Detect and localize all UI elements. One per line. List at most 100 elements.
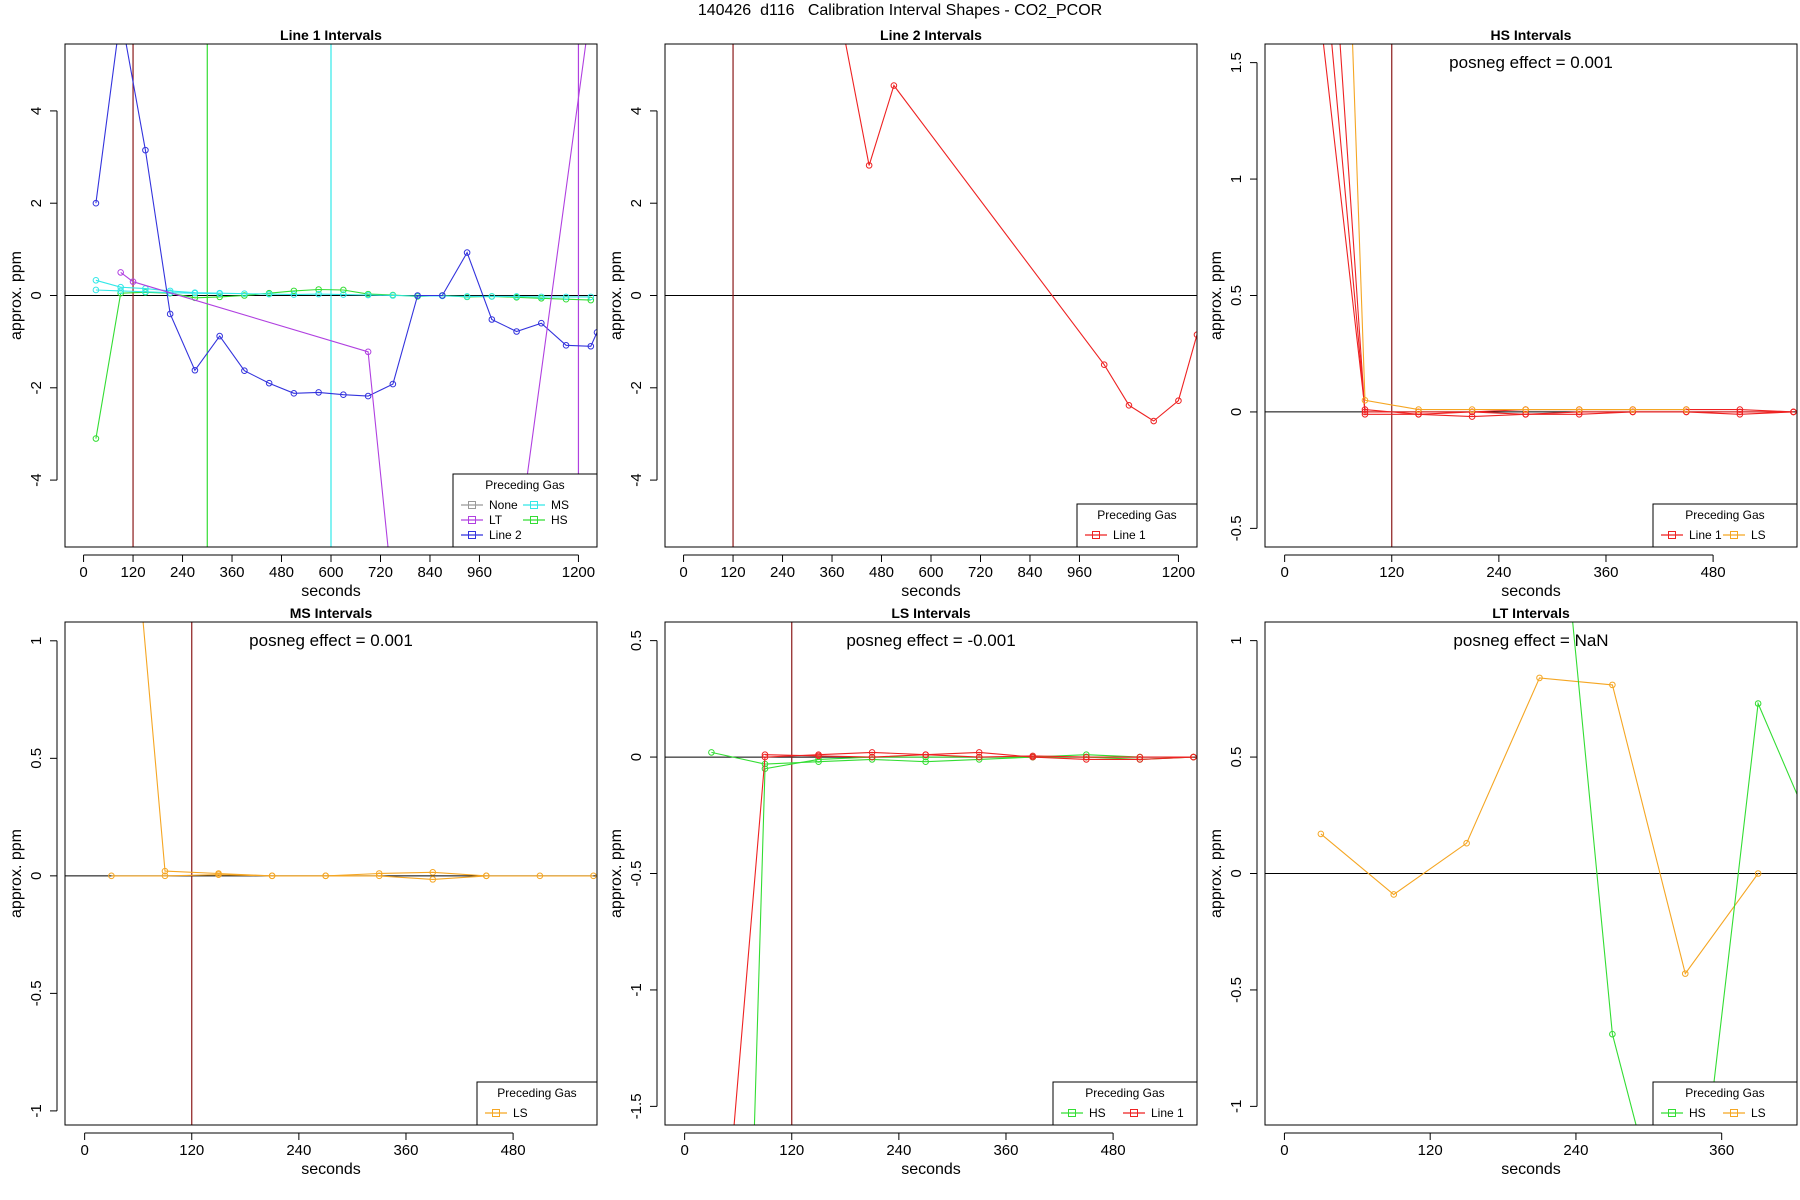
x-tick-label: 480 <box>869 564 894 581</box>
data-point <box>868 749 876 756</box>
legend-entry-label: LS <box>513 1106 528 1120</box>
x-tick-label: 960 <box>1067 564 1092 581</box>
data-point <box>1361 410 1369 418</box>
legend-swatch-box <box>1068 1109 1076 1117</box>
data-point <box>92 199 100 207</box>
data-point <box>1609 1030 1616 1038</box>
legend-entry-label: LS <box>1751 1106 1766 1120</box>
data-point <box>1790 408 1797 416</box>
legend-entry-label: Line 1 <box>1151 1106 1184 1120</box>
data-point <box>922 751 929 759</box>
series-line <box>142 622 487 877</box>
y-tick-label: -2 <box>28 381 45 394</box>
data-point <box>92 286 100 294</box>
data-point <box>1754 870 1762 877</box>
panel-title: HS Intervals <box>1491 27 1572 43</box>
legend-swatch-box <box>468 531 476 539</box>
data-point <box>1683 406 1690 413</box>
data-point <box>340 291 347 298</box>
data-point <box>315 389 322 396</box>
data-point <box>513 293 520 300</box>
data-point <box>265 379 273 387</box>
data-point <box>1681 970 1689 977</box>
data-point <box>290 390 298 397</box>
legend-box <box>1076 503 1198 548</box>
data-point <box>241 292 248 299</box>
series-line <box>1320 677 1759 975</box>
data-point <box>364 291 372 299</box>
x-tick-label: 0 <box>79 564 87 581</box>
plot-frame <box>1264 43 1798 548</box>
data-point <box>1150 417 1157 425</box>
y-tick-label: 0.5 <box>628 630 645 651</box>
y-tick-label: -1.5 <box>628 1093 645 1119</box>
x-tick-label: 240 <box>1486 564 1511 581</box>
plot-area <box>65 34 597 547</box>
plot-frame <box>64 43 598 548</box>
data-point <box>92 435 100 442</box>
y-tick-label: 0 <box>1228 869 1245 877</box>
data-point <box>215 871 222 878</box>
y-axis-label: approx. ppm <box>8 251 25 340</box>
data-point <box>191 366 199 374</box>
y-tick-label: -1 <box>628 983 645 996</box>
legend-swatch-box <box>1668 531 1676 539</box>
y-tick-label: 0 <box>628 753 645 761</box>
y-tick-label: 0 <box>28 872 45 880</box>
data-point <box>975 753 983 761</box>
series-line <box>95 279 591 298</box>
x-tick-label: 720 <box>968 564 993 581</box>
series-line <box>733 751 1194 1125</box>
series-line <box>1352 44 1687 411</box>
data-point <box>584 34 590 40</box>
data-point <box>161 872 169 880</box>
plot-area <box>1265 13 1797 547</box>
data-point <box>1390 891 1398 898</box>
plot-area <box>665 44 1197 547</box>
legend-swatch-box <box>1730 531 1738 539</box>
data-point <box>1326 13 1332 19</box>
x-axis-label: seconds <box>301 583 361 600</box>
legend-swatch-box <box>530 501 538 509</box>
data-point <box>241 367 248 375</box>
x-axis-label: seconds <box>301 1161 361 1178</box>
data-point <box>1125 402 1133 409</box>
data-point <box>587 296 595 304</box>
plot-area <box>665 622 1197 1133</box>
legend-entry-label: Line 2 <box>489 528 522 542</box>
legend: Preceding Gas Line 1 <box>1076 503 1198 548</box>
x-tick-label: 360 <box>993 1142 1018 1159</box>
data-point <box>538 293 545 301</box>
x-tick-label: 960 <box>467 564 492 581</box>
legend-entry-label: None <box>489 498 518 512</box>
x-tick-label: 0 <box>679 564 687 581</box>
legend: Preceding Gas HS LS <box>1652 1081 1798 1126</box>
data-point <box>562 342 570 349</box>
y-tick-label: 1 <box>28 637 45 645</box>
data-point <box>1575 406 1583 413</box>
data-point <box>364 348 372 356</box>
legend-entry-label: Line 1 <box>1113 528 1146 542</box>
series-line <box>711 751 1194 765</box>
x-tick-label: 480 <box>501 1142 526 1159</box>
panel-3: HS Intervals 0 120 240 360 480 seconds -0.5 0 0.5… <box>1208 13 1798 600</box>
data-point <box>414 292 421 299</box>
data-point <box>590 872 597 880</box>
legend-swatch-box <box>492 1109 500 1117</box>
y-tick-label: 0.5 <box>1228 747 1245 768</box>
data-point <box>129 278 137 285</box>
panel-title: LT Intervals <box>1492 605 1570 621</box>
x-tick-label: 240 <box>1563 1142 1588 1159</box>
posneg-annotation: posneg effect = 0.001 <box>1449 53 1613 72</box>
plot-area <box>1265 622 1797 1125</box>
y-axis-label: approx. ppm <box>608 829 625 918</box>
data-point <box>731 1127 737 1133</box>
data-point <box>488 293 496 300</box>
data-point <box>315 290 322 298</box>
data-point <box>117 287 124 295</box>
data-point <box>1683 408 1690 416</box>
data-point <box>429 869 437 876</box>
data-point <box>142 288 149 296</box>
